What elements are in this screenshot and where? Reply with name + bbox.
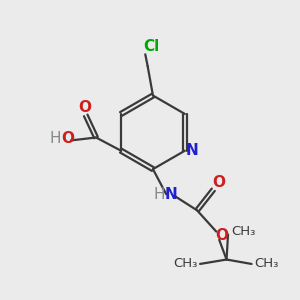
Text: CH₃: CH₃	[173, 257, 197, 271]
Text: O: O	[61, 131, 74, 146]
Text: CH₃: CH₃	[255, 257, 279, 271]
Text: Cl: Cl	[144, 39, 160, 54]
Text: O: O	[212, 175, 225, 190]
Text: H: H	[50, 131, 61, 146]
Text: N: N	[165, 187, 178, 202]
Text: O: O	[79, 100, 92, 115]
Text: O: O	[215, 229, 228, 244]
Text: CH₃: CH₃	[231, 225, 256, 238]
Text: N: N	[186, 143, 199, 158]
Text: H: H	[154, 187, 166, 202]
